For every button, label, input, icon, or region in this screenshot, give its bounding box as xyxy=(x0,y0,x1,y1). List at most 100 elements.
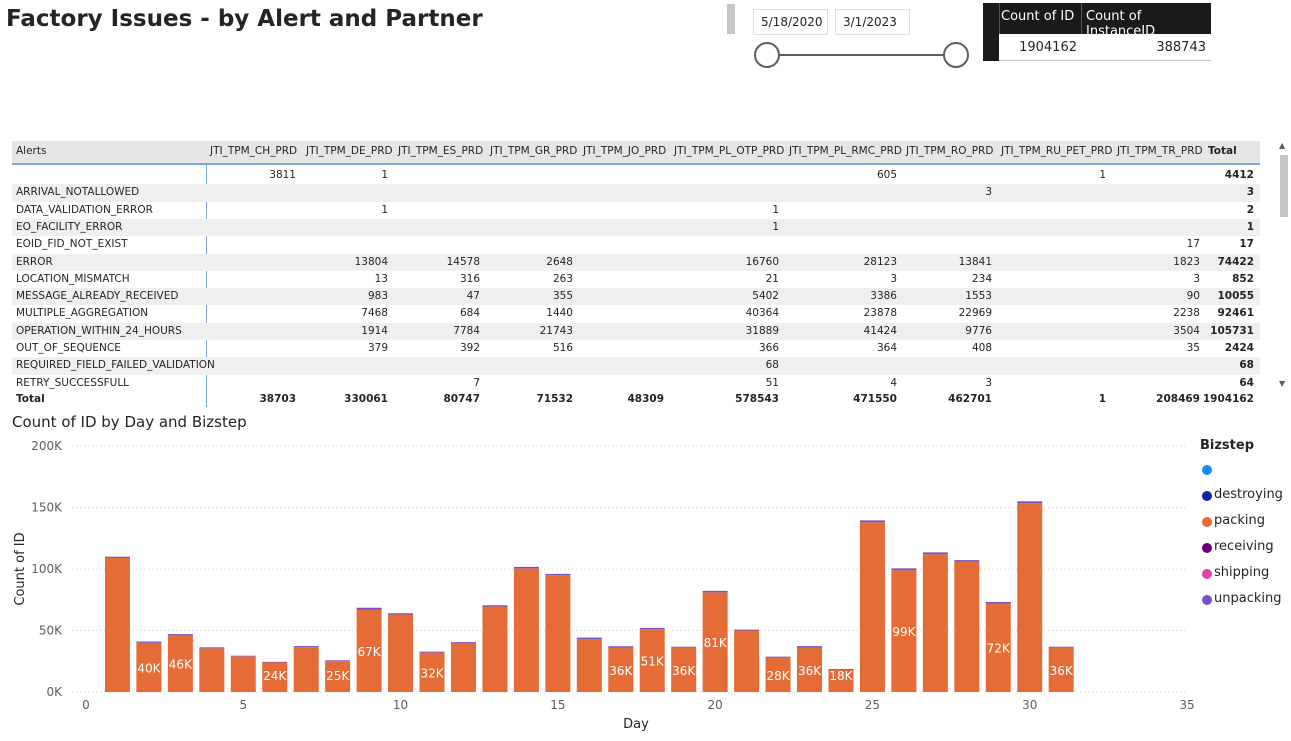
matrix-col-header[interactable]: JTI_TPM_DE_PRD xyxy=(306,145,393,157)
matrix-row[interactable]: 3811 1 605 1 4412 xyxy=(12,167,1260,184)
bar-unpacking xyxy=(702,590,728,593)
matrix-cell: 1553 xyxy=(965,290,992,303)
matrix-row[interactable]: OPERATION_WITHIN_24_HOURS 1914 7784 21743 31… xyxy=(12,322,1260,340)
matrix-col-header[interactable]: JTI_TPM_RO_PRD xyxy=(906,145,994,157)
matrix-col-header[interactable]: JTI_TPM_PL_OTP_PRD xyxy=(674,145,785,157)
scroll-down-icon[interactable]: ▼ xyxy=(1279,379,1286,388)
date-start-input[interactable]: 5/18/2020 xyxy=(753,9,828,35)
legend-item[interactable]: packing xyxy=(1200,513,1283,539)
card-header-count-instanceid[interactable]: Count of InstanceID xyxy=(1086,9,1156,39)
page-title: Factory Issues - by Alert and Partner xyxy=(6,6,483,32)
matrix-col-header[interactable]: JTI_TPM_PL_RMC_PRD xyxy=(789,145,902,157)
matrix-cell: 471550 xyxy=(853,392,897,405)
matrix-cell: 64 xyxy=(1239,376,1254,389)
bar-data-label: 72K xyxy=(987,642,1011,656)
legend-item[interactable]: shipping xyxy=(1200,565,1283,591)
matrix-col-header[interactable]: JTI_TPM_RU_PET_PRD xyxy=(1001,145,1113,157)
matrix-cell: 330061 xyxy=(344,392,388,405)
matrix-cell: 13841 xyxy=(958,255,992,268)
legend-dot-icon xyxy=(1202,569,1212,579)
matrix-row-header[interactable]: Alerts xyxy=(16,145,47,157)
date-end-input[interactable]: 3/1/2023 xyxy=(835,9,910,35)
date-slider-start-knob[interactable] xyxy=(754,42,780,68)
x-tick-label: 35 xyxy=(1179,698,1194,712)
matrix-cell: 35 xyxy=(1186,342,1200,354)
matrix-col-header[interactable]: JTI_TPM_CH_PRD xyxy=(210,145,298,157)
matrix-col-header[interactable]: JTI_TPM_JO_PRD xyxy=(583,145,667,157)
matrix-cell: 92461 xyxy=(1217,307,1254,320)
bar-unpacking xyxy=(230,655,256,657)
legend-item[interactable] xyxy=(1200,461,1283,487)
legend-item[interactable]: unpacking xyxy=(1200,591,1283,617)
legend-label: destroying xyxy=(1214,487,1283,502)
card-value-count-id: 1904162 xyxy=(1019,40,1077,55)
matrix-row[interactable]: ERROR 13804 14578 2648 16760 28123 13841 1823 74… xyxy=(12,253,1260,271)
bar-data-label: 51K xyxy=(641,655,665,669)
bar-unpacking xyxy=(954,560,980,562)
matrix-cell: 4412 xyxy=(1224,169,1254,181)
bar-packing xyxy=(104,557,130,692)
matrix-total-row[interactable]: Total 38703 330061 80747 71532 48309 578543 471… xyxy=(12,391,1260,408)
matrix-cell: 516 xyxy=(552,342,573,354)
matrix-col-header[interactable]: JTI_TPM_TR_PRD xyxy=(1117,145,1203,157)
matrix-row[interactable]: MULTIPLE_AGGREGATION 7468 684 1440 40364 2387… xyxy=(12,305,1260,322)
matrix-cell: 10055 xyxy=(1217,290,1254,303)
matrix-col-header[interactable]: JTI_TPM_GR_PRD xyxy=(490,145,578,157)
bar-packing xyxy=(1048,647,1074,692)
bar-unpacking xyxy=(419,651,445,653)
bar-data-label: 28K xyxy=(766,669,790,683)
bar-data-label: 36K xyxy=(798,664,822,678)
matrix-cell: 1914 xyxy=(361,324,388,337)
matrix-cell: 17 xyxy=(1186,238,1200,251)
matrix-cell: 7468 xyxy=(361,307,388,320)
matrix-row[interactable]: MESSAGE_ALREADY_RECEIVED 983 47 355 5402 3386… xyxy=(12,288,1260,306)
legend-item[interactable]: receiving xyxy=(1200,539,1283,565)
bar-packing xyxy=(734,630,760,692)
matrix-cell: 41424 xyxy=(863,324,897,337)
matrix-row[interactable]: LOCATION_MISMATCH 13 316 263 21 3 234 3 852 xyxy=(12,271,1260,288)
bar-data-label: 18K xyxy=(829,669,853,683)
bar-unpacking xyxy=(828,668,854,670)
date-slider-end-knob[interactable] xyxy=(943,42,969,68)
matrix-row[interactable]: OUT_OF_SEQUENCE 379 392 516 366 364 408 35 2424 xyxy=(12,340,1260,357)
card-header-count-id[interactable]: Count of ID xyxy=(1001,9,1075,24)
matrix-cell: 47 xyxy=(466,290,480,303)
matrix-cell: 23878 xyxy=(863,307,897,320)
matrix-row[interactable]: RETRY_SUCCESSFULL 7 51 4 3 64 xyxy=(12,375,1260,392)
matrix-row-label: MESSAGE_ALREADY_RECEIVED xyxy=(16,290,179,303)
legend-item[interactable]: destroying xyxy=(1200,487,1283,513)
matrix-row[interactable]: ARRIVAL_NOTALLOWED 3 3 xyxy=(12,184,1260,202)
legend-dot-icon xyxy=(1202,543,1212,553)
matrix-col-header[interactable]: JTI_TPM_ES_PRD xyxy=(398,145,484,157)
card-row-marker xyxy=(983,34,999,61)
legend-dot-icon xyxy=(1202,465,1212,475)
matrix-cell: 379 xyxy=(367,342,388,354)
matrix-cell: 1 xyxy=(1098,392,1106,405)
matrix-row[interactable]: EOID_FID_NOT_EXIST 17 17 xyxy=(12,236,1260,253)
bar-packing xyxy=(325,661,351,692)
slicer-drag-handle[interactable] xyxy=(727,4,735,34)
scroll-thumb[interactable] xyxy=(1280,155,1288,217)
matrix-scrollbar[interactable]: ▲ ▼ xyxy=(1278,141,1290,393)
matrix-cell: 462701 xyxy=(948,392,992,405)
matrix-row-label: EOID_FID_NOT_EXIST xyxy=(16,238,128,251)
matrix-row-label: ERROR xyxy=(16,255,53,268)
y-tick-label: 200K xyxy=(31,439,63,453)
chart-title: Count of ID by Day and Bizstep xyxy=(12,413,247,431)
bar-packing xyxy=(136,642,162,692)
bar-unpacking xyxy=(765,656,791,658)
matrix-row[interactable]: DATA_VALIDATION_ERROR 1 1 2 xyxy=(12,202,1260,219)
bar-data-label: 36K xyxy=(609,664,633,678)
bar-unpacking xyxy=(262,661,288,663)
date-slider-track[interactable] xyxy=(767,54,957,56)
matrix-col-header-total[interactable]: Total xyxy=(1208,145,1237,157)
matrix-header: Alerts JTI_TPM_CH_PRD JTI_TPM_DE_PRD JTI… xyxy=(12,141,1260,165)
matrix-row[interactable]: EO_FACILITY_ERROR 1 1 xyxy=(12,218,1260,237)
y-tick-label: 0K xyxy=(46,685,63,699)
bar-data-label: 24K xyxy=(263,669,287,683)
legend-dot-icon xyxy=(1202,491,1212,501)
matrix-cell: 316 xyxy=(459,272,480,285)
card-value-count-instanceid: 388743 xyxy=(1156,40,1206,55)
scroll-up-icon[interactable]: ▲ xyxy=(1279,141,1286,150)
matrix-row[interactable]: REQUIRED_FIELD_FAILED_VALIDATION 68 68 xyxy=(12,357,1260,375)
